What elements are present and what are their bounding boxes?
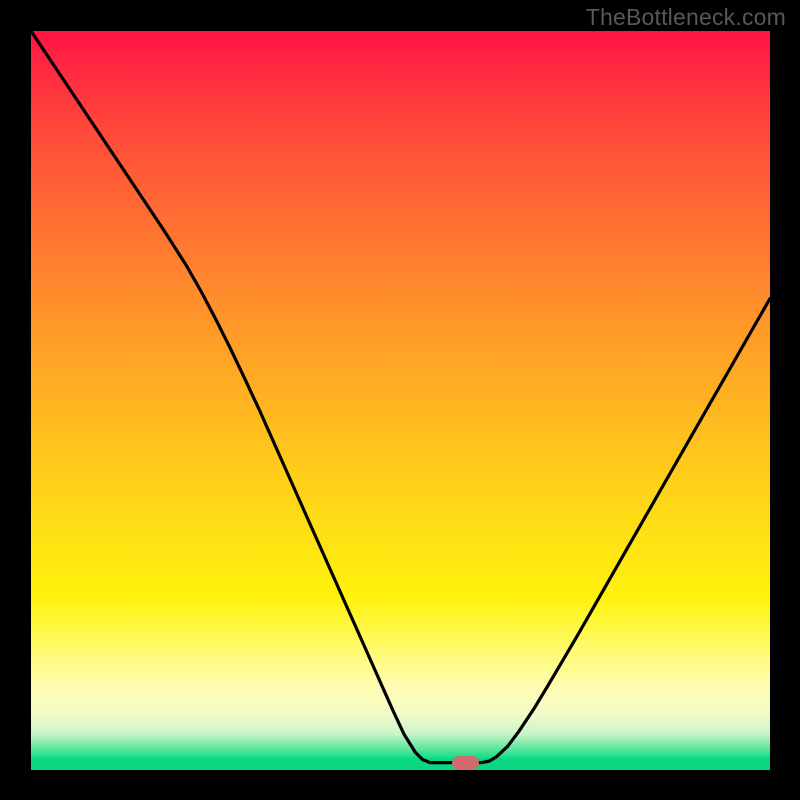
chart-gradient-main bbox=[31, 31, 770, 759]
chart-bottom-green-band bbox=[31, 758, 770, 770]
optimal-marker bbox=[452, 756, 479, 770]
watermark-text: TheBottleneck.com bbox=[586, 4, 786, 31]
bottleneck-chart bbox=[31, 31, 770, 770]
chart-gradient-background bbox=[31, 31, 770, 770]
